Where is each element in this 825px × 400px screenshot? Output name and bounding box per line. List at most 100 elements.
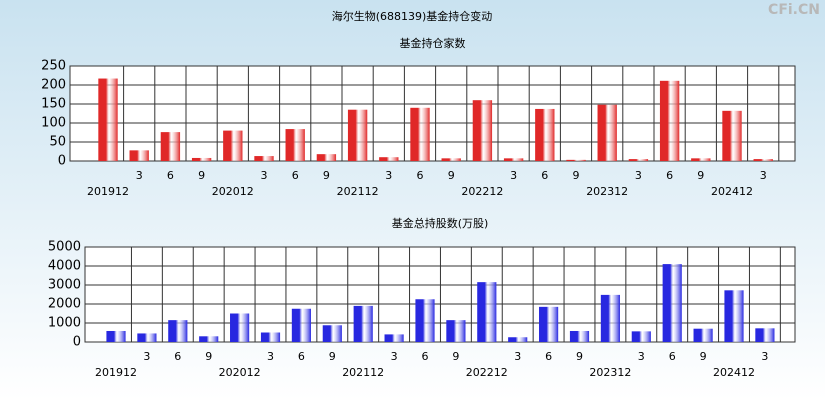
bar [260, 332, 281, 342]
x-tick-label: 3 [760, 169, 767, 182]
chart-title: 基金持仓家数 [400, 36, 466, 50]
x-tick-label: 9 [452, 350, 459, 363]
x-tick-label: 202412 [711, 185, 753, 198]
bar [98, 78, 118, 161]
x-tick-label: 3 [638, 350, 645, 363]
bar [659, 80, 680, 161]
bar [168, 320, 188, 342]
bar [410, 107, 430, 161]
x-tick-label: 9 [697, 169, 704, 182]
x-tick-label: 202212 [466, 366, 508, 379]
bar [753, 159, 773, 161]
y-tick-label: 0 [58, 154, 66, 169]
bar [600, 294, 620, 342]
bar [503, 158, 524, 161]
bar [191, 157, 212, 161]
y-tick-label: 150 [41, 97, 66, 112]
bar [106, 330, 126, 342]
bar [691, 158, 711, 161]
bar [722, 110, 742, 161]
bar [446, 320, 466, 342]
x-tick-label: 9 [198, 169, 205, 182]
y-tick-label: 250 [41, 59, 66, 74]
bar [566, 159, 586, 161]
x-tick-label: 3 [514, 350, 521, 363]
page-title: 海尔生物(688139)基金持仓变动 [332, 9, 493, 23]
bar [254, 156, 274, 161]
x-tick-label: 202312 [586, 185, 628, 198]
x-tick-label: 202112 [342, 366, 384, 379]
bar [628, 159, 649, 161]
x-tick-label: 3 [635, 169, 642, 182]
y-tick-label: 200 [41, 78, 66, 93]
bar [223, 130, 243, 161]
bar [597, 104, 617, 161]
bar [472, 100, 493, 161]
bar [137, 333, 157, 342]
x-tick-label: 9 [205, 350, 212, 363]
x-tick-label: 3 [385, 169, 392, 182]
x-tick-label: 202112 [337, 185, 379, 198]
x-tick-label: 9 [323, 169, 330, 182]
bar [477, 282, 497, 342]
bar [415, 299, 435, 342]
x-tick-label: 202312 [589, 366, 631, 379]
x-tick-label: 6 [669, 350, 676, 363]
x-tick-label: 202012 [219, 366, 261, 379]
bar [569, 330, 590, 342]
x-tick-label: 3 [261, 169, 268, 182]
watermark: CFi.CN [768, 2, 820, 18]
x-tick-label: 6 [422, 350, 429, 363]
x-tick-label: 6 [417, 169, 424, 182]
bar [379, 157, 399, 161]
bar [285, 129, 305, 161]
bar [441, 158, 461, 161]
x-tick-label: 3 [391, 350, 398, 363]
y-tick-label: 4000 [48, 259, 81, 274]
bar [662, 264, 682, 342]
bar [230, 313, 250, 342]
x-tick-label: 9 [700, 350, 707, 363]
x-tick-label: 3 [761, 350, 768, 363]
y-tick-label: 5000 [48, 240, 81, 255]
x-tick-label: 6 [292, 169, 299, 182]
x-tick-label: 6 [167, 169, 174, 182]
bar [693, 328, 713, 342]
bar [129, 150, 149, 161]
bar [322, 325, 342, 342]
x-tick-label: 9 [329, 350, 336, 363]
x-tick-label: 3 [267, 350, 274, 363]
y-tick-label: 50 [49, 135, 66, 150]
x-tick-label: 6 [541, 169, 548, 182]
x-tick-label: 3 [136, 169, 143, 182]
bar [353, 305, 373, 342]
x-tick-label: 202212 [461, 185, 503, 198]
x-tick-label: 202012 [212, 185, 254, 198]
bar [724, 290, 744, 342]
bar [508, 337, 528, 342]
y-tick-label: 1000 [48, 316, 81, 331]
x-tick-label: 6 [666, 169, 673, 182]
x-tick-label: 9 [448, 169, 455, 182]
y-tick-label: 3000 [48, 278, 81, 293]
bar [160, 132, 181, 161]
x-tick-label: 3 [510, 169, 517, 182]
y-tick-label: 2000 [48, 297, 81, 312]
bar [535, 108, 555, 161]
x-tick-label: 9 [573, 169, 580, 182]
bar [384, 334, 404, 342]
x-tick-label: 201912 [87, 185, 129, 198]
y-tick-label: 100 [41, 116, 66, 131]
bar [539, 306, 559, 342]
y-tick-label: 0 [73, 335, 81, 350]
bar [755, 328, 775, 342]
x-tick-label: 6 [174, 350, 181, 363]
bar [291, 308, 311, 342]
x-tick-label: 202412 [713, 366, 755, 379]
x-tick-label: 9 [576, 350, 583, 363]
x-tick-label: 6 [545, 350, 552, 363]
bar [347, 109, 368, 161]
x-tick-label: 201912 [95, 366, 137, 379]
x-tick-label: 3 [143, 350, 150, 363]
